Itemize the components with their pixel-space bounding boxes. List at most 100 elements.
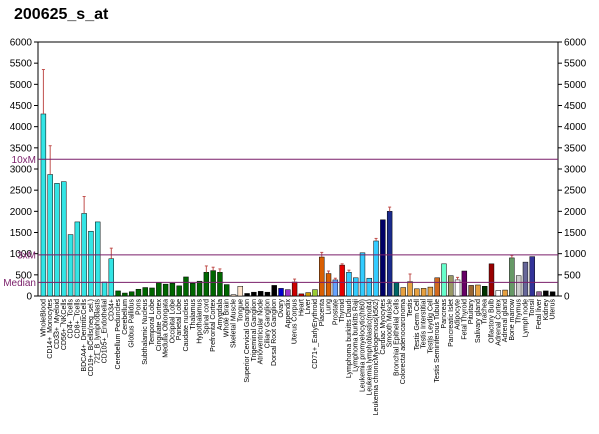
bar-5	[74, 221, 81, 297]
bar-17	[156, 282, 162, 297]
category-label-11: Cerebellum Peduncles	[115, 299, 122, 370]
bar-22	[190, 283, 196, 297]
y-tick-label-right: 5000	[564, 80, 587, 91]
category-label-61: Adipocyte	[455, 299, 462, 330]
bar-42	[325, 273, 332, 297]
category-label-65: Trachea	[482, 299, 489, 325]
category-label-30: Superior Cervical Ganglion	[244, 299, 251, 383]
bar-11	[115, 290, 121, 297]
category-label-9: CD105+_Endothelial	[102, 299, 109, 364]
category-label-18: Medulla Oblongata	[163, 299, 170, 358]
bar-71	[522, 261, 529, 297]
category-label-43: Prostate	[332, 299, 339, 325]
bar-41	[319, 256, 325, 297]
category-label-73: Fetal liver	[536, 298, 543, 329]
bar-44	[339, 264, 345, 297]
bar-52	[393, 282, 400, 297]
bar-7	[88, 230, 94, 297]
bar-26	[217, 272, 223, 297]
category-label-48: Leukemia lymphoblastic(molt4)	[366, 299, 373, 395]
category-label-39: Liver	[305, 298, 312, 314]
bar-8	[95, 221, 101, 297]
category-label-41: Placenta	[319, 299, 326, 326]
bar-34	[271, 285, 277, 297]
y-tick-label-left: 5000	[10, 80, 33, 91]
category-label-70: Thymus	[516, 299, 523, 324]
category-label-67: Adrenal Cortex	[495, 299, 502, 346]
bar-0	[40, 113, 47, 297]
reference-label-median: Median	[3, 278, 36, 289]
category-label-2: CD33+_Myeloid	[54, 299, 61, 349]
category-label-1: CD14+_Monocytes	[47, 299, 54, 359]
chart-title: 200625_s_at	[14, 6, 109, 23]
reference-label-10xm: 10xM	[12, 155, 36, 166]
category-label-13: Globus Pallidus	[129, 299, 136, 348]
bar-2	[54, 183, 60, 297]
category-label-29: Tongue	[237, 299, 244, 322]
category-label-74: Kidney	[543, 299, 550, 321]
category-label-7: CD19+_BCells(neg_sel.)	[88, 299, 95, 376]
bar-3	[61, 181, 67, 297]
reference-label-3xm: 3xM	[17, 250, 36, 261]
bar-69	[509, 257, 515, 297]
bar-25	[210, 270, 216, 297]
category-label-24: Spinal cord	[203, 299, 210, 334]
y-tick-label-left: 5500	[10, 59, 33, 70]
bar-24	[203, 272, 210, 297]
bar-33	[264, 291, 271, 297]
bar-68	[502, 289, 508, 297]
bar-9	[101, 281, 108, 297]
bar-35	[278, 288, 284, 297]
bar-70	[515, 275, 522, 297]
category-label-27: Whole Brain	[224, 299, 231, 337]
category-label-10: CD34+	[108, 299, 115, 321]
y-tick-label-right: 6000	[564, 38, 587, 49]
bar-72	[529, 256, 535, 297]
category-label-58: Testis Seminiferous Tubule	[434, 299, 441, 383]
bar-60	[448, 275, 454, 297]
bar-53	[400, 287, 406, 297]
bar-73	[536, 291, 542, 297]
category-label-34: Dorsal Root Ganglion	[271, 299, 278, 366]
bar-50	[380, 219, 386, 297]
category-label-53: Colorectal adenocarcinoma	[400, 299, 407, 384]
y-tick-label-right: 3500	[564, 143, 587, 154]
category-label-62: Fetal Thyroid	[461, 299, 468, 340]
bar-13	[128, 291, 135, 297]
category-label-40: CD71+_EarlyErythroid	[312, 299, 319, 369]
y-tick-label-right: 1500	[564, 228, 587, 239]
bar-16	[149, 287, 155, 297]
category-label-32: Atrioventricular Node	[258, 299, 265, 364]
bar-29	[237, 286, 243, 297]
bar-15	[142, 287, 148, 297]
category-label-66: Olfactory Bulb	[489, 299, 496, 343]
category-label-16: Temporal Lobe	[149, 299, 156, 345]
bar-64	[475, 284, 481, 297]
category-label-59: Pancreas	[441, 299, 448, 329]
bar-62	[461, 270, 468, 297]
bar-18	[162, 283, 169, 297]
bar-63	[468, 285, 474, 297]
category-label-12: Cerebellum	[122, 299, 129, 335]
category-label-45: Lymphoma burkitts Daudi	[346, 299, 353, 379]
category-label-0: WholeBlood	[40, 299, 47, 337]
bar-47	[359, 252, 366, 297]
category-label-19: Occipital Lobe	[169, 299, 176, 343]
y-tick-label-left: 3000	[10, 165, 33, 176]
category-label-14: Pons	[135, 299, 142, 315]
category-label-38: Heart	[298, 299, 305, 316]
bar-58	[434, 277, 440, 297]
y-tick-label-right: 2000	[564, 207, 587, 218]
bar-19	[169, 283, 176, 297]
category-label-5: CD8+_Tcells	[74, 299, 81, 339]
bar-36	[285, 289, 291, 297]
category-label-37: Uterus Corpus	[292, 299, 299, 345]
y-tick-label-right: 4000	[564, 122, 587, 133]
bar-49	[373, 240, 379, 297]
category-label-42: Lung	[326, 299, 333, 315]
bar-57	[427, 286, 434, 297]
bar-27	[224, 284, 230, 297]
bar-14	[135, 288, 142, 297]
y-tick-label-left: 4000	[10, 122, 33, 133]
